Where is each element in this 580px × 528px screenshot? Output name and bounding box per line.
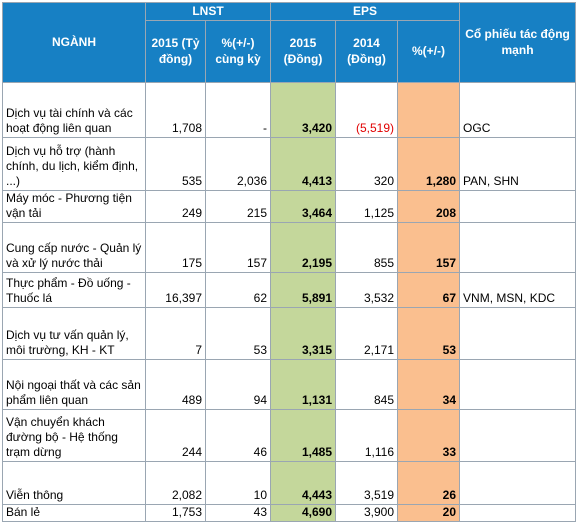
- eps-table: NGÀNH LNST EPS Cổ phiếu tác động mạnh 20…: [2, 2, 577, 522]
- table-cell: Dịch vụ tư vấn quản lý, môi trường, KH -…: [2, 307, 146, 360]
- table-cell: 67: [396, 272, 461, 308]
- table-cell: [459, 222, 577, 273]
- table-row: Viễn thông 2,082 10 4,443 3,519 26: [2, 461, 577, 505]
- table-row: Dịch vụ tư vấn quản lý, môi trường, KH -…: [2, 307, 577, 360]
- table-cell: 26: [396, 461, 461, 505]
- table-cell: 845: [335, 359, 398, 410]
- table-cell: 1,708: [145, 82, 206, 138]
- table-cell: Bán lẻ: [2, 504, 146, 522]
- table-cell: 16,397: [145, 272, 206, 308]
- table-row: Cung cấp nước - Quản lý và xử lý nước th…: [2, 222, 577, 273]
- table-cell: 489: [145, 359, 206, 410]
- table-cell: [396, 82, 461, 138]
- table-cell: (5,519): [335, 82, 398, 138]
- table-cell: 3,519: [335, 461, 398, 505]
- column-header: 2015 (Đồng): [270, 20, 336, 83]
- table-cell: 3,900: [335, 504, 398, 522]
- header-eps: EPS: [269, 2, 461, 21]
- table-cell: 53: [396, 307, 461, 360]
- table-cell: 7: [145, 307, 206, 360]
- table-cell: 4,413: [270, 137, 336, 191]
- column-header: %(+/-) cùng kỳ: [205, 20, 271, 83]
- table-cell: Dịch vụ hỗ trợ (hành chính, du lịch, kiể…: [2, 137, 146, 191]
- table-cell: 34: [396, 359, 461, 410]
- table-cell: OGC: [459, 82, 577, 138]
- table-cell: 3,315: [270, 307, 336, 360]
- table-cell: 1,753: [145, 504, 206, 522]
- table-cell: 249: [145, 190, 206, 223]
- table-cell: 320: [335, 137, 398, 191]
- table-cell: [459, 409, 577, 462]
- table-cell: VNM, MSN, KDC: [459, 272, 577, 308]
- table-cell: 855: [335, 222, 398, 273]
- column-header: 2014 (Đồng): [335, 20, 398, 83]
- table-cell: 53: [205, 307, 271, 360]
- table-cell: 33: [396, 409, 461, 462]
- table-cell: 1,485: [270, 409, 336, 462]
- table-cell: 215: [205, 190, 271, 223]
- table-cell: Cung cấp nước - Quản lý và xử lý nước th…: [2, 222, 146, 273]
- table-cell: [459, 359, 577, 410]
- table-cell: 94: [205, 359, 271, 410]
- table-cell: 175: [145, 222, 206, 273]
- table-cell: Dịch vụ tài chính và các hoạt động liên …: [2, 82, 146, 138]
- header-sector: NGÀNH: [2, 2, 146, 83]
- table-cell: 208: [396, 190, 461, 223]
- table-cell: 62: [205, 272, 271, 308]
- table-cell: 5,891: [270, 272, 336, 308]
- column-header: 2015 (Tỷ đồng): [145, 20, 206, 83]
- table-row: Máy móc - Phương tiện vận tải 249 215 3,464…: [2, 190, 577, 223]
- header-lnst: LNST: [145, 2, 271, 21]
- table-cell: PAN, SHN: [459, 137, 577, 191]
- table-cell: 244: [145, 409, 206, 462]
- table-row: Dịch vụ tài chính và các hoạt động liên …: [2, 82, 577, 138]
- header-stocks: Cổ phiếu tác động mạnh: [459, 2, 577, 83]
- table-cell: 4,690: [270, 504, 336, 522]
- table-cell: 1,116: [335, 409, 398, 462]
- table-cell: 3,464: [270, 190, 336, 223]
- table-cell: 46: [205, 409, 271, 462]
- table-cell: Vận chuyển khách đường bộ - Hệ thống trạ…: [2, 409, 146, 462]
- table-cell: 2,195: [270, 222, 336, 273]
- table-cell: Nội ngoại thất và các sản phẩm liên quan: [2, 359, 146, 410]
- table-cell: 1,131: [270, 359, 336, 410]
- table-cell: -: [205, 82, 271, 138]
- table-row: Vận chuyển khách đường bộ - Hệ thống trạ…: [2, 409, 577, 462]
- table-cell: 4,443: [270, 461, 336, 505]
- table-cell: 43: [205, 504, 271, 522]
- table-row: Thực phẩm - Đồ uống - Thuốc lá 16,397 62 5,…: [2, 272, 577, 308]
- table-cell: 3,532: [335, 272, 398, 308]
- table-cell: 1,280: [396, 137, 461, 191]
- table-cell: 157: [205, 222, 271, 273]
- table-cell: Viễn thông: [2, 461, 146, 505]
- table-cell: 535: [145, 137, 206, 191]
- table-cell: 2,036: [205, 137, 271, 191]
- table-cell: Thực phẩm - Đồ uống - Thuốc lá: [2, 272, 146, 308]
- table-cell: 2,082: [145, 461, 206, 505]
- table-cell: Máy móc - Phương tiện vận tải: [2, 190, 146, 223]
- table-cell: 1,125: [335, 190, 398, 223]
- table-cell: [459, 190, 577, 223]
- table-cell: [459, 307, 577, 360]
- table-cell: [459, 461, 577, 505]
- table-cell: 157: [396, 222, 461, 273]
- table-cell: 2,171: [335, 307, 398, 360]
- table-row: Nội ngoại thất và các sản phẩm liên quan…: [2, 359, 577, 410]
- table-row: Bán lẻ 1,753 43 4,690 3,900 20: [2, 504, 577, 522]
- table-cell: 10: [205, 461, 271, 505]
- table-cell: 3,420: [270, 82, 336, 138]
- column-header: %(+/-): [396, 20, 461, 83]
- table-cell: [459, 504, 577, 522]
- table-cell: 20: [396, 504, 461, 522]
- table-row: Dịch vụ hỗ trợ (hành chính, du lịch, kiể…: [2, 137, 577, 191]
